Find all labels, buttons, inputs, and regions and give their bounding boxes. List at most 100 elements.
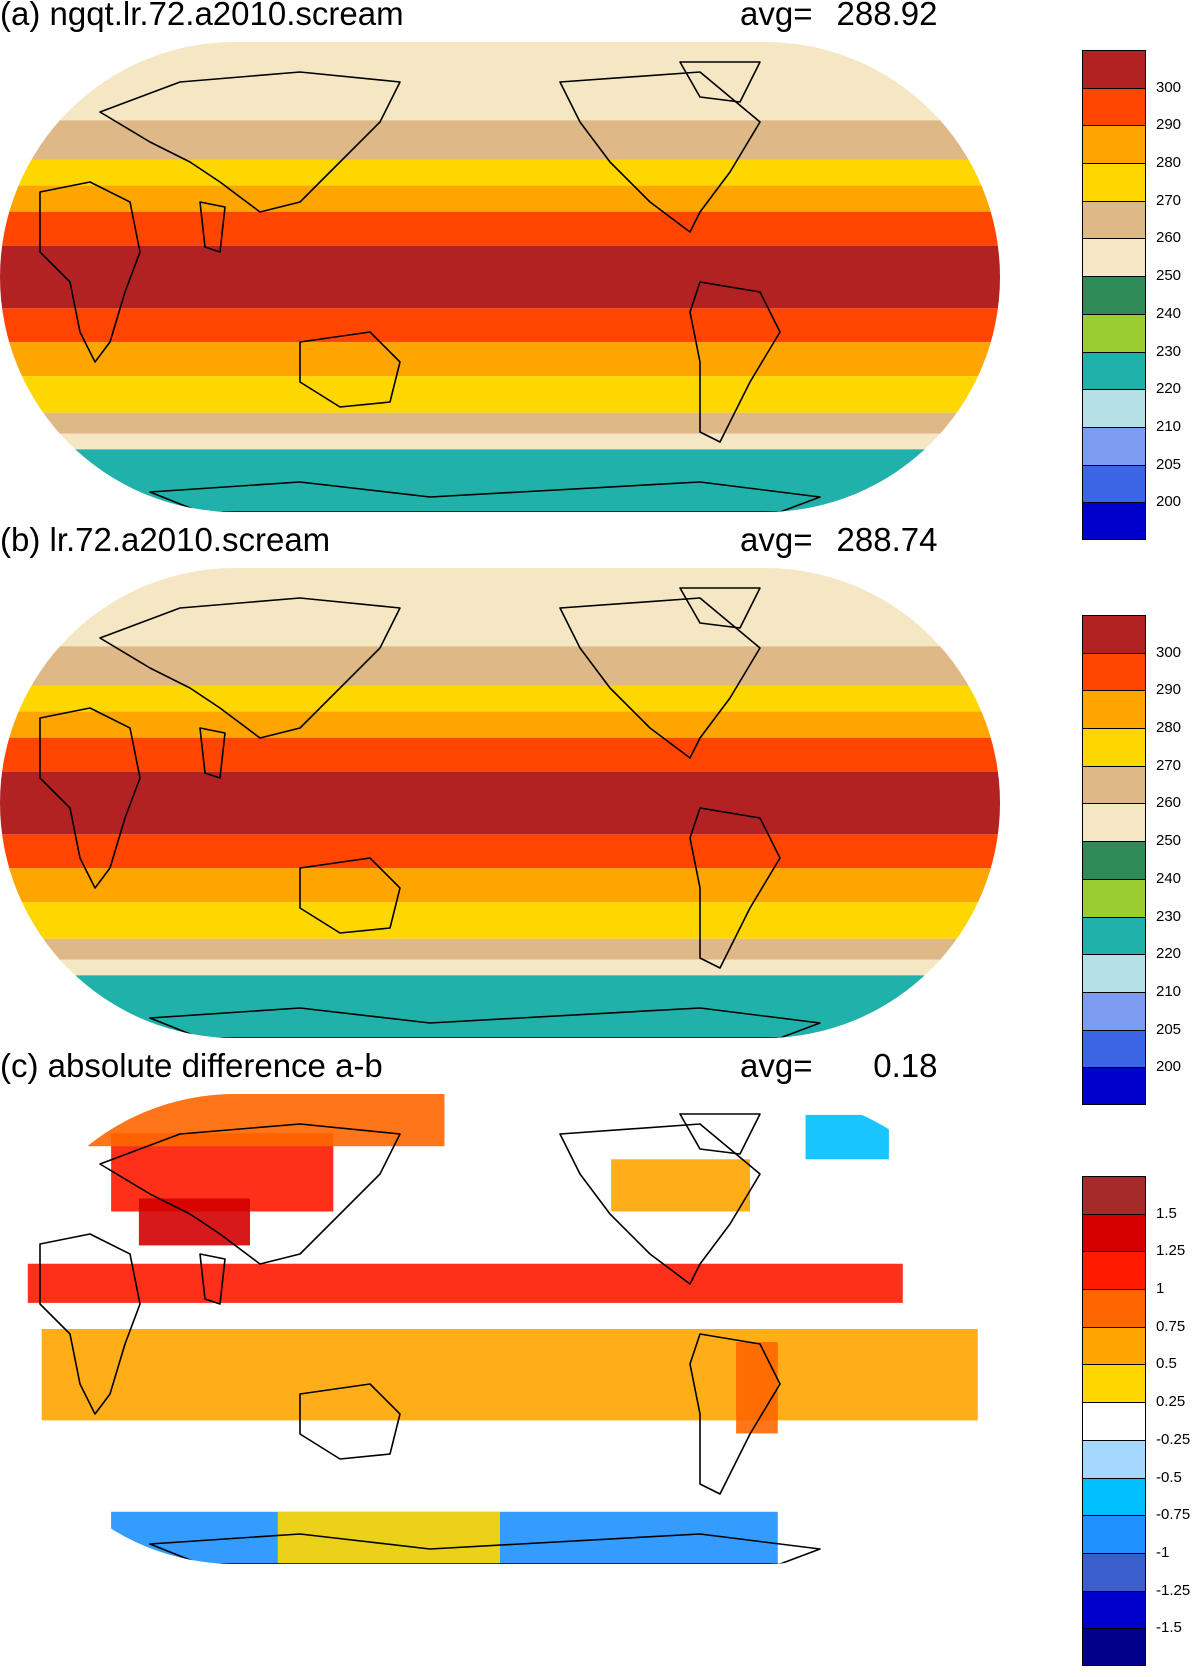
panel-c-region-arctic-eurasia <box>0 1094 445 1147</box>
panel-a-band-9 <box>0 412 1000 434</box>
panel-a-colorbar-box-9 <box>1082 389 1146 427</box>
panel-a-band-8 <box>0 376 1000 413</box>
panel-a-colorbar-box-6 <box>1082 276 1146 314</box>
panel-c-colorbar-label-1: -1.25 <box>1156 1581 1191 1599</box>
panel-c-coastline-7 <box>149 1533 821 1564</box>
panel-c-region-andes <box>736 1342 778 1434</box>
panel-b-colorbar-label-2: 210 <box>1156 982 1182 1000</box>
panel-c-coastline-5 <box>689 1333 781 1495</box>
panel-c-colorbar-box-12 <box>1082 1628 1146 1666</box>
panel-b-coastline-1 <box>99 597 401 739</box>
panel-c-coastline-1 <box>99 1123 401 1265</box>
panel-b-colorbar-box-8 <box>1082 916 1146 955</box>
panel-c-region-central-asia <box>138 1198 250 1246</box>
panel-a-colorbar-label-10: 290 <box>1156 116 1182 134</box>
panel-c-colorbar-label-3: -0.75 <box>1156 1506 1191 1524</box>
panel-a-avg-label: avg= <box>740 0 813 32</box>
panel-b-coastline-2 <box>199 727 226 779</box>
panel-b-colorbar-box-10 <box>1082 991 1146 1030</box>
panel-b-band-7 <box>0 868 1000 903</box>
panel-c-colorbar-label-5: -0.25 <box>1156 1430 1191 1448</box>
panel-b-colorbar-box-3 <box>1082 728 1146 766</box>
panel-c-coastline-0 <box>39 1233 141 1415</box>
panel-b-colorbar-label-4: 230 <box>1156 907 1182 925</box>
panel-b-colorbar-label-5: 240 <box>1156 869 1182 887</box>
panel-a-colorbar-box-0 <box>1082 50 1146 88</box>
panel-b-colorbar-label-10: 290 <box>1156 681 1182 699</box>
panel-a-band-3 <box>0 185 1000 212</box>
panel-b-colorbar-label-9: 280 <box>1156 719 1182 737</box>
panel-b-band-3 <box>0 711 1000 738</box>
panel-b-band-8 <box>0 902 1000 939</box>
panel-b-band-11 <box>0 975 1000 1038</box>
panel-c-region-southern-africa <box>41 1329 978 1421</box>
panel-b-colorbar-box-12 <box>1082 1067 1146 1105</box>
panel-c-region-greenland <box>805 1114 889 1160</box>
panel-b-colorbar-box-6 <box>1082 841 1146 879</box>
panel-b-title: (b) lr.72.a2010.scream <box>0 521 331 558</box>
panel-a-band-11 <box>0 449 1000 512</box>
panel-b-colorbar-label-6: 250 <box>1156 832 1182 850</box>
panel-a-colorbar-box-12 <box>1082 502 1146 540</box>
panel-a-colorbar-label-9: 280 <box>1156 154 1182 172</box>
panel-b-avg-value: 288.74 <box>836 521 938 558</box>
panel-c-colorbar-label-9: 1 <box>1156 1280 1165 1298</box>
panel-a-coastline-6 <box>679 61 761 103</box>
panel-a-avg: avg= 288.92 <box>740 0 937 32</box>
panel-c-colorbar-box-9 <box>1082 1515 1146 1553</box>
panel-c-region-west-antarctica <box>277 1511 500 1564</box>
panel-b-coastline-3 <box>299 857 401 934</box>
panel-c-coastline-2 <box>199 1253 226 1305</box>
panel-a-colorbar-box-1 <box>1082 87 1146 126</box>
panel-c-colorbar-label-6: 0.25 <box>1156 1393 1186 1411</box>
panel-a-coastline-4 <box>559 71 761 233</box>
panel-c-colorbar-box-5 <box>1082 1364 1146 1403</box>
panel-c-region-canada <box>611 1159 750 1212</box>
panel-c-colorbar-label-11: 1.5 <box>1156 1204 1177 1222</box>
panel-b-colorbar-box-4 <box>1082 765 1146 804</box>
panel-a-colorbar-box-2 <box>1082 125 1146 164</box>
panel-b-colorbar: 200 205 210 220 230 240 250 260 270 280 290 300 <box>1082 615 1192 1105</box>
panel-c-colorbar-label-10: 1.25 <box>1156 1242 1186 1260</box>
panel-c-colorbar: -1.5 -1.25 -1 -0.75 -0.5 -0.25 0.25 0.5 0.75 1 1.2… <box>1082 1176 1192 1666</box>
panel-a-coastline-7 <box>149 481 821 512</box>
panel-a-colorbar-label-2: 210 <box>1156 417 1182 435</box>
panel-b-map <box>0 568 1000 1038</box>
panel-a-colorbar-box-10 <box>1082 426 1146 465</box>
panel-a-map <box>0 42 1000 512</box>
panel-a-colorbar-box-3 <box>1082 163 1146 201</box>
panel-c-coastline-6 <box>679 1113 761 1155</box>
panel-c-colorbar-box-11 <box>1082 1590 1146 1629</box>
panel-b-coastline-6 <box>679 587 761 629</box>
panel-b-colorbar-box-2 <box>1082 690 1146 729</box>
panel-c-map <box>0 1094 1000 1564</box>
panel-c-avg-label: avg= <box>740 1047 813 1084</box>
panel-a-coastline-1 <box>99 71 401 213</box>
panel-a-title: (a) ngqt.lr.72.a2010.scream <box>0 0 404 32</box>
panel-b-band-9 <box>0 938 1000 960</box>
panel-c-colorbar-label-8: 0.75 <box>1156 1317 1186 1335</box>
panel-b-avg: avg= 288.74 <box>740 522 937 558</box>
panel-c-avg: avg= 0.18 <box>740 1048 937 1084</box>
panel-a-band-7 <box>0 342 1000 377</box>
panel-b-coastline-7 <box>149 1007 821 1038</box>
panel-b-coastline-0 <box>39 707 141 889</box>
panel-a-band-0 <box>0 42 1000 121</box>
panel-c-colorbar-box-3 <box>1082 1289 1146 1327</box>
panel-b-band-5 <box>0 771 1000 835</box>
panel-a-band-2 <box>0 159 1000 186</box>
panel-a-colorbar-box-5 <box>1082 238 1146 277</box>
panel-a-colorbar-label-7: 260 <box>1156 229 1182 247</box>
panel-b-colorbar-box-5 <box>1082 803 1146 842</box>
panel-a-coastline-2 <box>199 201 226 253</box>
panel-b-coastline-4 <box>559 597 761 759</box>
panel-c-colorbar-box-6 <box>1082 1402 1146 1440</box>
panel-b-band-1 <box>0 646 1000 686</box>
panel-a-avg-value: 288.92 <box>836 0 938 32</box>
panel-c-colorbar-box-0 <box>1082 1176 1146 1214</box>
panel-c-colorbar-box-1 <box>1082 1213 1146 1252</box>
panel-a-band-5 <box>0 245 1000 309</box>
panel-b-band-4 <box>0 737 1000 772</box>
panel-a-colorbar: 200 205 210 220 230 240 250 260 270 280 290 300 <box>1082 50 1192 540</box>
panel-a-colorbar-box-4 <box>1082 200 1146 239</box>
